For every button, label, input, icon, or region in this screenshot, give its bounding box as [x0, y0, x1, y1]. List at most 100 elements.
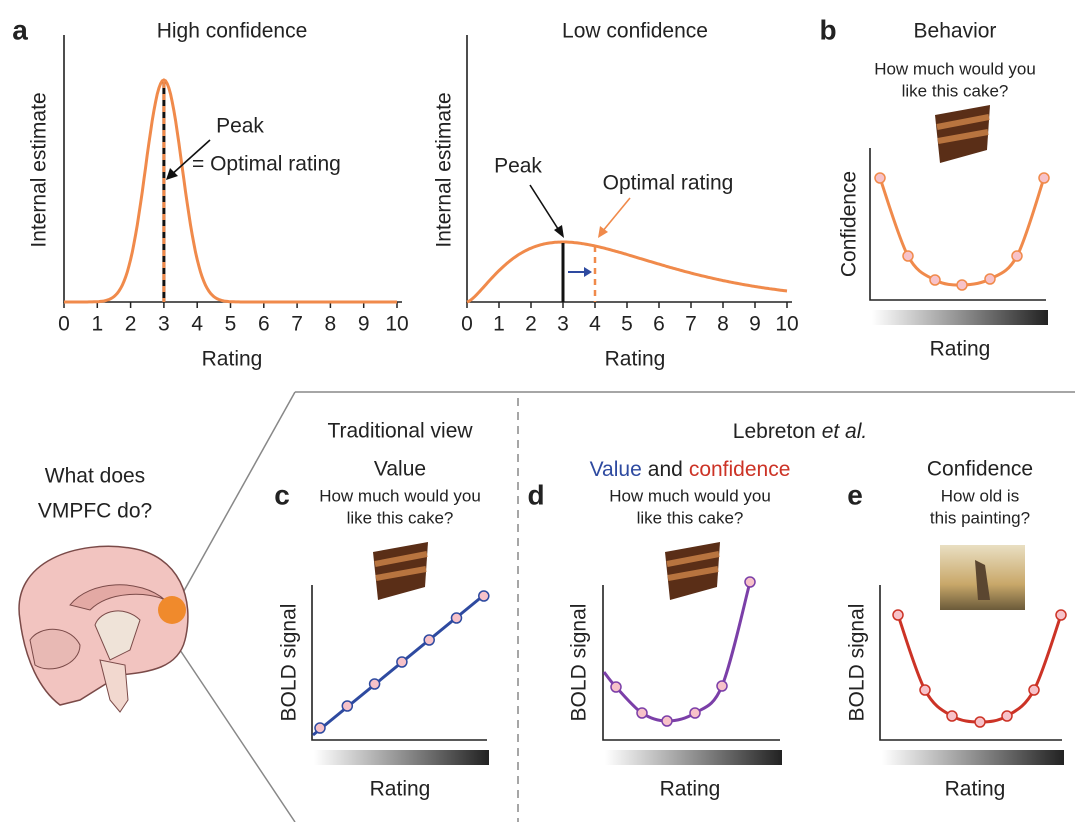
rating-gradient [872, 310, 1048, 325]
x-tick-label: 6 [258, 313, 270, 336]
y-axis-label: BOLD signal [278, 604, 301, 722]
point [478, 590, 490, 602]
density-curve [466, 240, 788, 304]
point [946, 710, 958, 722]
panel-label: d [527, 479, 544, 510]
cake-icon [373, 542, 428, 600]
arrow [169, 139, 211, 177]
y-axis-label: Confidence [838, 171, 861, 277]
point [396, 656, 408, 668]
y-axis-label: Internal estimate [28, 92, 51, 247]
arrow [601, 197, 631, 233]
x-tick-label: 1 [91, 313, 103, 336]
x-tick-label: 0 [461, 313, 473, 336]
question: this painting? [930, 508, 1030, 527]
annotation: = Optimal rating [192, 153, 341, 176]
point [1011, 250, 1023, 262]
point [929, 274, 941, 286]
axis [602, 585, 780, 741]
x-tick-label: 4 [191, 313, 203, 336]
panel-label: b [819, 14, 836, 45]
point [450, 612, 463, 624]
x-tick-label: 5 [225, 313, 237, 336]
arrowhead [584, 267, 592, 277]
x-tick-label: 7 [685, 313, 697, 336]
panel-title: Value and confidence [590, 458, 791, 481]
question: like this cake? [347, 508, 454, 527]
point [892, 609, 904, 621]
point [341, 700, 354, 712]
x-axis-label: Rating [930, 338, 991, 361]
point [1001, 710, 1013, 722]
point [661, 715, 673, 727]
y-axis-label: Internal estimate [433, 92, 456, 247]
question: like this cake? [637, 508, 744, 527]
x-axis-label: Rating [660, 778, 721, 801]
x-tick-label: 7 [291, 313, 303, 336]
annotation: Peak [216, 115, 264, 138]
panel-label: a [12, 14, 28, 45]
section-title: Traditional view [327, 420, 473, 443]
point [984, 273, 996, 285]
arrowhead [166, 168, 178, 180]
rating-gradient [882, 750, 1064, 765]
x-tick-label: 0 [58, 313, 70, 336]
annotation: Peak [494, 155, 542, 178]
cake-icon [935, 105, 990, 163]
panel-title: Low confidence [562, 20, 708, 43]
rating-gradient [605, 750, 782, 765]
point [744, 576, 756, 588]
arrow [529, 184, 561, 233]
x-tick-label: 5 [621, 313, 633, 336]
x-tick-label: 10 [385, 313, 408, 336]
rating-gradient [314, 750, 489, 765]
title-and: and [648, 458, 683, 481]
point [902, 250, 914, 262]
trend-curve [602, 581, 752, 723]
question: How much would you [874, 59, 1036, 78]
x-tick-label: 8 [325, 313, 337, 336]
point [636, 707, 648, 719]
panel-title: Value [374, 458, 426, 481]
brain-illustration [18, 545, 189, 713]
axis [311, 585, 487, 741]
x-tick-label: 2 [125, 313, 137, 336]
point [1055, 609, 1067, 621]
axis [879, 585, 1062, 741]
trend-curve [878, 177, 1046, 287]
point [423, 634, 435, 646]
zoom-line [179, 391, 296, 599]
point [1038, 172, 1050, 184]
x-tick-label: 4 [589, 313, 601, 336]
arrowhead [554, 225, 564, 238]
x-axis-label: Rating [945, 778, 1006, 801]
point [689, 707, 701, 719]
point [919, 684, 931, 696]
painting-icon [940, 545, 1025, 610]
x-tick-label: 3 [557, 313, 569, 336]
question: like this cake? [902, 81, 1009, 100]
author-italic: et al. [822, 420, 868, 443]
annotation: Optimal rating [603, 172, 734, 195]
x-axis-label: Rating [605, 348, 666, 371]
y-axis-label: BOLD signal [568, 604, 591, 722]
arrowhead [598, 226, 608, 238]
zoom-line [179, 649, 296, 822]
x-axis-label: Rating [202, 348, 263, 371]
panel-label: e [847, 479, 863, 510]
title-value: Value [590, 458, 642, 481]
point [314, 722, 326, 734]
y-axis-label: BOLD signal [846, 604, 869, 722]
point [874, 172, 886, 184]
panel-label: c [274, 479, 290, 510]
point [956, 279, 968, 291]
point [1028, 684, 1040, 696]
question: What does [45, 465, 145, 488]
panel-title: High confidence [157, 20, 308, 43]
x-tick-label: 3 [158, 313, 170, 336]
x-tick-label: 9 [358, 313, 370, 336]
panel-title: Confidence [927, 458, 1033, 481]
axis [869, 148, 1046, 301]
x-tick-label: 2 [525, 313, 537, 336]
